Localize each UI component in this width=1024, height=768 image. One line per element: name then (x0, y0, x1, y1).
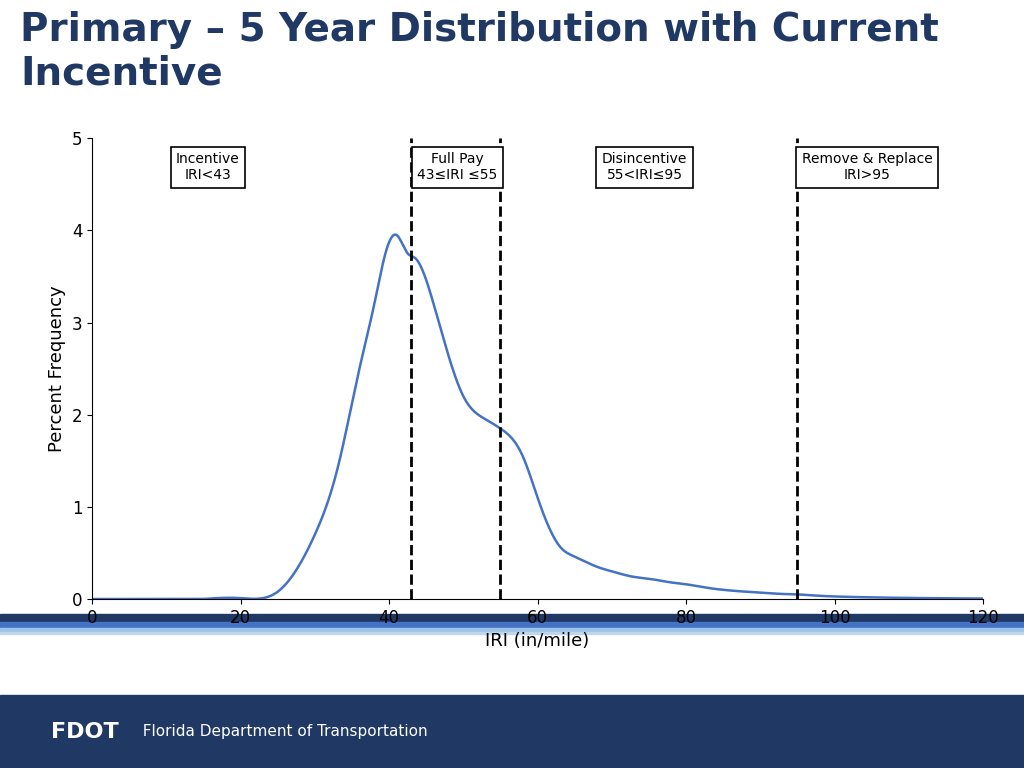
Y-axis label: Percent Frequency: Percent Frequency (48, 286, 67, 452)
Bar (0, 614, 1024, 622)
Text: Florida Department of Transportation: Florida Department of Transportation (133, 724, 428, 739)
Text: Incentive
IRI<43: Incentive IRI<43 (176, 152, 240, 182)
Bar (0, 631, 1024, 634)
X-axis label: IRI (in/mile): IRI (in/mile) (485, 632, 590, 650)
Text: Primary – 5 Year Distribution with Current
Incentive: Primary – 5 Year Distribution with Curre… (20, 11, 939, 93)
Text: Disincentive
55<IRI≤95: Disincentive 55<IRI≤95 (602, 152, 687, 182)
Text: FDOT: FDOT (51, 721, 119, 742)
Bar (0, 628, 1024, 631)
Text: Remove & Replace
IRI>95: Remove & Replace IRI>95 (802, 152, 933, 182)
Text: Full Pay
43≤IRI ≤55: Full Pay 43≤IRI ≤55 (418, 152, 498, 182)
Bar (0, 622, 1024, 628)
